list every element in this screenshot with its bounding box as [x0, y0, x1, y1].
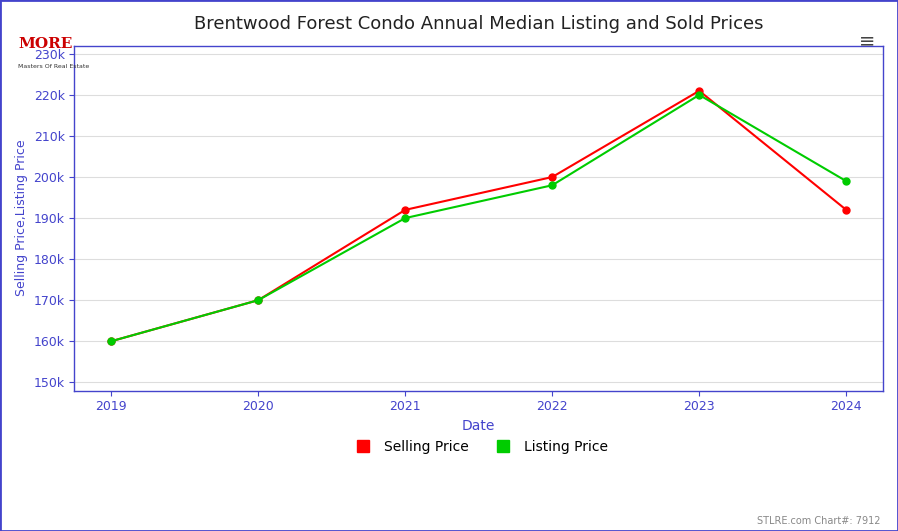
- Text: STLRE.com Chart#: 7912: STLRE.com Chart#: 7912: [756, 516, 880, 526]
- Legend: Selling Price, Listing Price: Selling Price, Listing Price: [344, 434, 613, 459]
- Text: Masters Of Real Estate: Masters Of Real Estate: [18, 64, 89, 68]
- Y-axis label: Selling Price,Listing Price: Selling Price,Listing Price: [15, 140, 28, 296]
- X-axis label: Date: Date: [462, 419, 496, 433]
- Title: Brentwood Forest Condo Annual Median Listing and Sold Prices: Brentwood Forest Condo Annual Median Lis…: [194, 15, 763, 33]
- Text: MORE: MORE: [18, 37, 73, 51]
- Text: ≡: ≡: [859, 32, 876, 51]
